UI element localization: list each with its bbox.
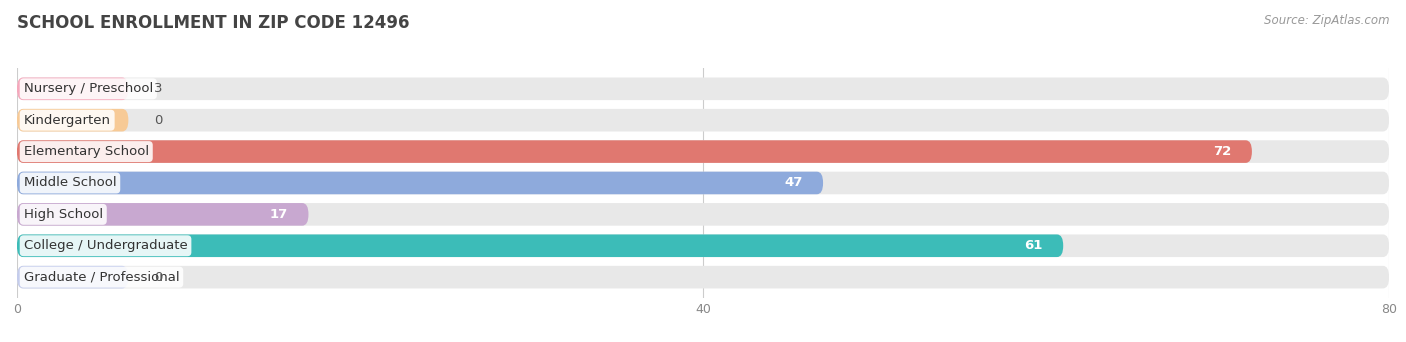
FancyBboxPatch shape: [17, 140, 1389, 163]
Text: 0: 0: [155, 271, 163, 284]
Text: Graduate / Professional: Graduate / Professional: [24, 271, 180, 284]
FancyBboxPatch shape: [17, 235, 1063, 257]
Text: Source: ZipAtlas.com: Source: ZipAtlas.com: [1264, 14, 1389, 27]
Text: 17: 17: [270, 208, 288, 221]
Text: 61: 61: [1024, 239, 1043, 252]
Text: 3: 3: [155, 82, 163, 95]
Text: 47: 47: [785, 176, 803, 189]
FancyBboxPatch shape: [17, 78, 1389, 100]
FancyBboxPatch shape: [17, 203, 308, 226]
FancyBboxPatch shape: [17, 109, 128, 131]
FancyBboxPatch shape: [17, 266, 1389, 288]
Text: High School: High School: [24, 208, 103, 221]
FancyBboxPatch shape: [17, 203, 1389, 226]
FancyBboxPatch shape: [17, 266, 128, 288]
Text: Elementary School: Elementary School: [24, 145, 149, 158]
Text: SCHOOL ENROLLMENT IN ZIP CODE 12496: SCHOOL ENROLLMENT IN ZIP CODE 12496: [17, 14, 409, 32]
FancyBboxPatch shape: [17, 109, 1389, 131]
Text: 0: 0: [155, 114, 163, 127]
FancyBboxPatch shape: [17, 235, 1389, 257]
Text: College / Undergraduate: College / Undergraduate: [24, 239, 187, 252]
FancyBboxPatch shape: [17, 172, 823, 194]
Text: Nursery / Preschool: Nursery / Preschool: [24, 82, 153, 95]
FancyBboxPatch shape: [17, 172, 1389, 194]
Text: 72: 72: [1213, 145, 1232, 158]
FancyBboxPatch shape: [17, 140, 1251, 163]
Text: Kindergarten: Kindergarten: [24, 114, 111, 127]
Text: Middle School: Middle School: [24, 176, 117, 189]
FancyBboxPatch shape: [17, 78, 128, 100]
